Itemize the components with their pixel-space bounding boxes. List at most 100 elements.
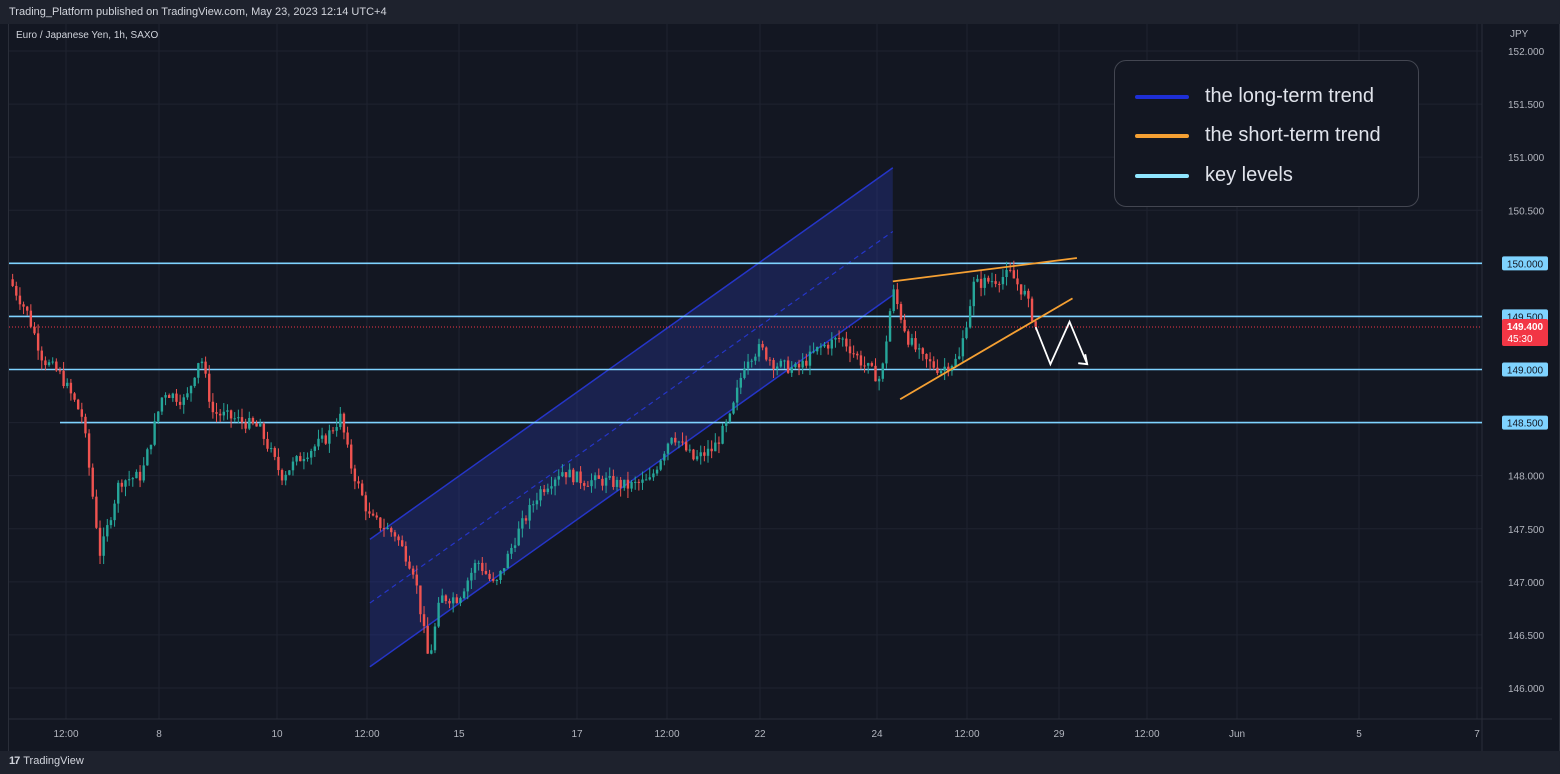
candle-body <box>47 362 51 366</box>
candle-body <box>546 488 550 493</box>
candle-body <box>786 360 790 373</box>
candle-body <box>462 591 466 599</box>
candle-body <box>801 360 804 368</box>
candle-body <box>830 339 834 349</box>
candle-body <box>208 373 211 402</box>
candle-body <box>44 360 47 366</box>
candle-body <box>990 281 994 283</box>
footer-bar <box>0 751 1560 774</box>
candle-body <box>717 442 721 444</box>
candle-body <box>29 310 33 327</box>
legend-label-long-term: the long-term trend <box>1205 85 1374 107</box>
candle-body <box>615 479 619 487</box>
candle-body <box>11 279 14 286</box>
candle-body <box>404 546 408 562</box>
legend-item-long-term: the long-term trend <box>1135 85 1374 108</box>
candle-body <box>91 467 94 497</box>
candle-body <box>914 338 917 350</box>
candle-body <box>459 598 462 603</box>
candle-body <box>87 433 91 468</box>
candle-body <box>22 304 25 307</box>
candle-body <box>186 393 189 398</box>
candle-body <box>892 289 895 312</box>
tradingview-brand: TradingView <box>23 755 84 767</box>
candle-body <box>797 363 801 368</box>
candle-body <box>470 572 473 581</box>
candle-body <box>255 423 258 427</box>
candle-body <box>877 378 881 382</box>
candle-body <box>259 423 262 427</box>
candle-body <box>146 449 149 466</box>
candle-body <box>295 456 298 462</box>
candle-body <box>433 626 437 651</box>
candle-body <box>979 278 983 288</box>
candle-body <box>961 338 965 357</box>
candle-body <box>240 417 244 423</box>
candle-body <box>524 518 528 521</box>
tradingview-logo[interactable]: 17 TradingView <box>9 755 84 767</box>
candle-body <box>976 278 979 282</box>
candle-body <box>1012 270 1016 279</box>
candle-body <box>568 469 571 478</box>
candle-body <box>714 442 717 452</box>
candle-body <box>1027 290 1030 299</box>
trend-legend: the long-term trend the short-term trend… <box>1114 60 1419 207</box>
time-tick-label: 22 <box>754 729 766 740</box>
candle-body <box>262 423 266 439</box>
candle-body <box>885 341 888 364</box>
candle-body <box>779 360 783 367</box>
candle-body <box>575 471 579 483</box>
candle-body <box>80 409 84 417</box>
candle-body <box>291 461 295 471</box>
price-tick-label: 148.000 <box>1508 472 1545 483</box>
candle-body <box>451 597 455 604</box>
candle-body <box>98 527 102 556</box>
legend-label-key-levels: key levels <box>1205 164 1293 186</box>
candle-body <box>816 346 819 352</box>
price-tick-label: 146.000 <box>1508 684 1545 695</box>
candle-body <box>528 504 531 521</box>
time-tick-label: 8 <box>156 729 162 740</box>
price-tick-label: 151.000 <box>1508 153 1545 164</box>
candle-body <box>943 366 946 371</box>
candle-body <box>328 430 331 444</box>
candle-body <box>965 327 968 339</box>
candle-body <box>790 367 793 373</box>
candle-body <box>761 344 764 348</box>
candle-body <box>76 399 80 410</box>
candle-body <box>1008 269 1012 271</box>
candle-body <box>572 469 575 483</box>
candle-body <box>623 479 626 488</box>
candle-body <box>58 370 62 372</box>
publish-info: Trading_Platform published on TradingVie… <box>9 6 387 18</box>
candle-body <box>153 421 156 445</box>
candle-body <box>808 351 812 366</box>
candle-body <box>182 397 185 405</box>
candle-body <box>40 350 43 361</box>
candle-body <box>66 382 69 387</box>
candle-body <box>444 595 448 602</box>
symbol-title: Euro / Japanese Yen, 1h, SAXO <box>16 30 159 41</box>
candle-body <box>62 370 65 387</box>
candle-body <box>644 479 648 481</box>
candle-body <box>553 479 557 487</box>
key-level-badge <box>1502 362 1548 377</box>
candle-body <box>936 367 939 374</box>
candle-body <box>426 625 429 654</box>
candle-body <box>521 518 524 529</box>
candle-body <box>896 289 899 305</box>
candle-body <box>583 483 586 486</box>
candle-body <box>167 395 171 399</box>
candle-body <box>502 568 506 571</box>
candle-body <box>350 444 353 469</box>
candle-body <box>189 386 193 394</box>
candle-body <box>135 471 138 479</box>
candle-body <box>15 285 18 296</box>
candle-body <box>55 361 58 371</box>
candle-body <box>579 471 582 484</box>
candle-body <box>837 338 841 340</box>
candle-body <box>178 401 182 405</box>
candle-body <box>743 368 746 378</box>
legend-label-short-term: the short-term trend <box>1205 124 1381 146</box>
candle-body <box>382 528 386 530</box>
